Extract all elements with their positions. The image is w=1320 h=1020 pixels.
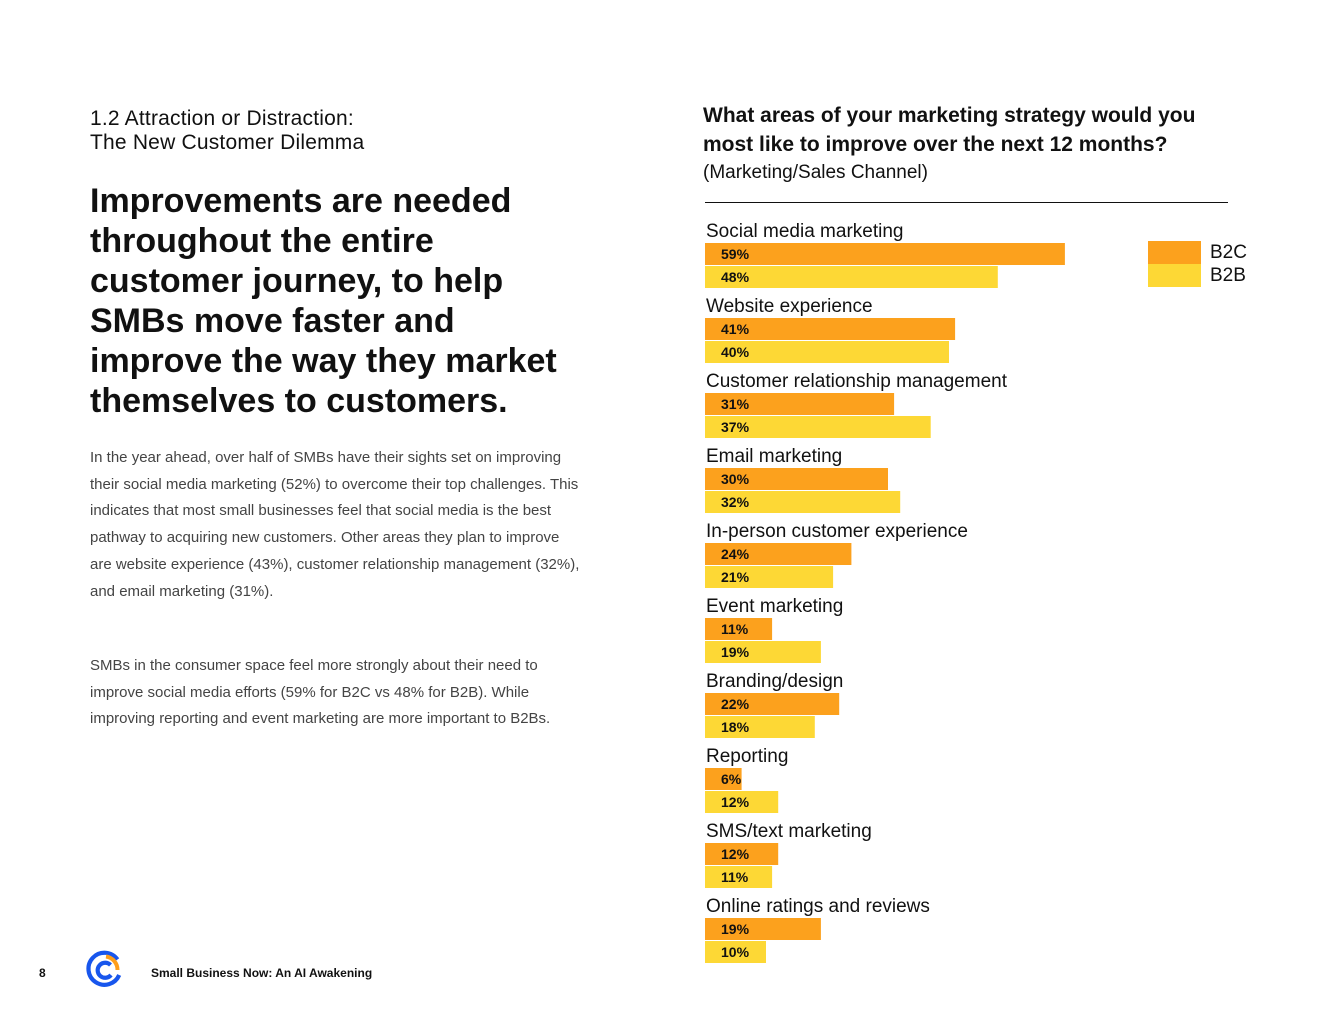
bar-b2b — [705, 866, 773, 888]
category-label: Social media marketing — [706, 221, 903, 242]
bar-b2b — [705, 941, 766, 963]
data-label-b2b: 37% — [721, 419, 750, 435]
constant-contact-logo-icon — [86, 950, 122, 987]
bar-b2b — [705, 791, 779, 813]
section-title-line2: The New Customer Dilemma — [90, 131, 365, 154]
chart-title: What areas of your marketing strategy wo… — [703, 104, 1196, 156]
bar-b2b — [705, 416, 931, 438]
bar-b2b — [705, 491, 901, 513]
bar-b2c — [705, 693, 840, 715]
data-label-b2b: 10% — [721, 944, 750, 960]
category-label: Website experience — [706, 296, 873, 317]
data-label-b2b: 11% — [721, 869, 749, 885]
bar-b2c — [705, 468, 888, 490]
data-label-b2c: 19% — [721, 921, 750, 937]
data-label-b2c: 59% — [721, 246, 750, 262]
data-label-b2b: 21% — [721, 569, 750, 585]
data-label-b2b: 48% — [721, 269, 750, 285]
data-label-b2c: 11% — [721, 621, 749, 637]
bar-b2c — [705, 843, 779, 865]
bar-b2c — [705, 543, 852, 565]
bar-b2c — [705, 768, 742, 790]
page-number: 8 — [39, 966, 46, 980]
bar-b2b — [705, 566, 834, 588]
body-paragraph-1: In the year ahead, over half of SMBs hav… — [90, 449, 580, 600]
data-label-b2b: 18% — [721, 719, 750, 735]
bar-b2b — [705, 641, 821, 663]
legend-label-b2b: B2B — [1210, 265, 1246, 286]
chart-subtitle: (Marketing/Sales Channel) — [703, 162, 928, 183]
category-label: SMS/text marketing — [706, 821, 872, 842]
category-label: Branding/design — [706, 671, 843, 692]
footer-document-title: Small Business Now: An AI Awakening — [151, 966, 373, 980]
legend-swatch-b2b — [1148, 264, 1201, 287]
chart-divider — [705, 202, 1228, 203]
legend-label-b2c: B2C — [1210, 242, 1247, 263]
data-label-b2c: 6% — [721, 771, 742, 787]
bar-b2b — [705, 341, 949, 363]
bar-b2c — [705, 618, 773, 640]
category-label: In-person customer experience — [706, 521, 968, 542]
bar-b2c — [705, 318, 956, 340]
data-label-b2c: 12% — [721, 846, 750, 862]
data-label-b2c: 30% — [721, 471, 750, 487]
bar-b2c — [705, 393, 895, 415]
data-label-b2b: 19% — [721, 644, 750, 660]
category-label: Reporting — [706, 746, 788, 767]
headline: Improvements are needed throughout the e… — [90, 182, 557, 420]
section-title-line1: 1.2 Attraction or Distraction: — [90, 107, 354, 130]
data-label-b2c: 24% — [721, 546, 750, 562]
data-label-b2b: 40% — [721, 344, 750, 360]
bar-b2b — [705, 716, 815, 738]
data-label-b2b: 12% — [721, 794, 750, 810]
category-label: Email marketing — [706, 446, 842, 467]
bar-b2c — [705, 243, 1065, 265]
body-paragraph-2: SMBs in the consumer space feel more str… — [90, 657, 551, 728]
data-label-b2c: 22% — [721, 696, 750, 712]
bar-b2c — [705, 918, 821, 940]
category-label: Customer relationship management — [706, 371, 1008, 392]
data-label-b2b: 32% — [721, 494, 750, 510]
category-label: Event marketing — [706, 596, 843, 617]
data-label-b2c: 31% — [721, 396, 750, 412]
category-label: Online ratings and reviews — [706, 896, 930, 917]
legend-swatch-b2c — [1148, 241, 1201, 264]
data-label-b2c: 41% — [721, 321, 750, 337]
bar-b2b — [705, 266, 998, 288]
section-title: 1.2 Attraction or Distraction: The New C… — [90, 107, 364, 155]
